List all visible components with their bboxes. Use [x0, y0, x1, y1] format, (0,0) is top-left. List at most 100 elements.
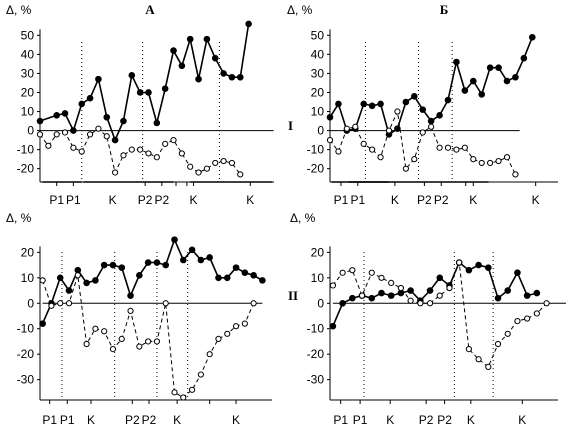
- data-point-filled: [178, 62, 186, 70]
- data-point-filled: [127, 292, 134, 299]
- data-point-open: [215, 335, 222, 343]
- x-category-label: P1: [49, 193, 64, 207]
- data-point-open: [232, 323, 240, 330]
- y-axis-title: Δ, %: [287, 3, 313, 17]
- data-point-open: [378, 274, 385, 281]
- data-point-open: [512, 171, 519, 178]
- data-point-filled: [39, 320, 46, 327]
- data-point-filled: [161, 85, 169, 92]
- y-tick-label: -20: [17, 347, 35, 361]
- data-point-open: [195, 169, 202, 176]
- panel-title: Б: [440, 2, 449, 17]
- series-line-1: [41, 237, 263, 324]
- data-point-open: [352, 123, 359, 130]
- data-point-filled: [394, 125, 401, 132]
- data-point-open: [543, 300, 550, 307]
- data-point-filled: [118, 264, 126, 271]
- x-category-label: K: [173, 413, 181, 427]
- data-point-filled: [436, 274, 444, 282]
- data-point-open: [241, 320, 248, 327]
- data-point-open: [485, 363, 492, 371]
- data-point-filled: [111, 136, 119, 144]
- data-point-open: [329, 282, 337, 289]
- data-point-open: [220, 157, 227, 165]
- data-point-open: [128, 146, 135, 153]
- y-tick-label: -10: [307, 322, 325, 336]
- row-label-ii: II: [288, 288, 298, 303]
- x-category-label: P2: [125, 413, 140, 427]
- data-point-filled: [61, 110, 69, 117]
- data-point-open: [524, 315, 531, 322]
- data-point-filled: [179, 256, 187, 264]
- y-tick-label: 50: [311, 28, 325, 42]
- data-point-filled: [232, 264, 240, 271]
- data-point-filled: [220, 70, 227, 77]
- data-point-filled: [259, 277, 266, 284]
- x-category-label: P1: [333, 413, 348, 427]
- data-point-open: [188, 386, 196, 393]
- data-point-filled: [368, 102, 376, 110]
- data-point-open: [101, 328, 108, 335]
- data-point-open: [326, 136, 334, 144]
- data-point-filled: [197, 256, 205, 264]
- y-tick-label: -30: [17, 373, 35, 387]
- data-point-open: [118, 335, 125, 343]
- data-point-open: [377, 154, 384, 161]
- data-point-open: [411, 156, 418, 163]
- x-category-label: K: [469, 193, 477, 207]
- y-tick-label: 30: [311, 66, 325, 80]
- data-point-filled: [494, 294, 502, 302]
- data-point-filled: [410, 92, 418, 100]
- data-point-filled: [170, 47, 177, 54]
- x-category-label: P2: [419, 413, 434, 427]
- data-point-filled: [486, 64, 494, 72]
- data-point-open: [224, 330, 231, 337]
- data-point-filled: [514, 269, 521, 277]
- data-point-filled: [407, 287, 414, 294]
- data-point-open: [514, 317, 521, 325]
- data-point-open: [212, 159, 219, 167]
- data-point-filled: [461, 87, 469, 94]
- y-axis-title: Δ, %: [6, 211, 32, 225]
- series-line-1: [39, 23, 250, 143]
- y-tick-label: 20: [311, 85, 325, 99]
- data-point-open: [426, 300, 434, 307]
- data-point-open: [503, 154, 511, 161]
- x-category-label: K: [518, 413, 526, 427]
- y-tick-label: 10: [311, 105, 325, 119]
- data-point-filled: [95, 75, 102, 83]
- data-point-filled: [136, 271, 143, 279]
- data-point-filled: [162, 261, 170, 269]
- y-tick-label: -20: [307, 347, 325, 361]
- x-category-label: K: [391, 193, 399, 207]
- data-point-open: [78, 148, 85, 155]
- data-point-filled: [186, 35, 194, 43]
- data-point-filled: [109, 261, 117, 269]
- data-point-filled: [377, 100, 384, 108]
- data-point-filled: [215, 274, 222, 282]
- data-point-filled: [211, 54, 219, 62]
- data-point-open: [417, 300, 424, 307]
- data-point-open: [61, 129, 69, 136]
- x-category-label: P1: [353, 413, 368, 427]
- data-point-open: [436, 144, 443, 151]
- x-category-label: P2: [154, 193, 169, 207]
- x-category-label: P2: [434, 193, 449, 207]
- data-point-open: [446, 284, 453, 292]
- y-tick-label: 10: [311, 271, 325, 285]
- x-category-label: P1: [42, 413, 57, 427]
- data-point-filled: [144, 259, 152, 266]
- data-point-filled: [475, 261, 482, 269]
- data-point-filled: [36, 117, 44, 125]
- data-point-open: [197, 371, 204, 378]
- data-point-open: [475, 356, 482, 363]
- data-point-open: [335, 148, 342, 155]
- data-point-filled: [203, 35, 211, 43]
- x-category-label: K: [87, 413, 95, 427]
- chart-panel-2: -20 -10 0 10 20 30 40 50 Δ, % Б P1 P1 K P2 P2 K K: [287, 2, 558, 207]
- series-line-1: [332, 261, 538, 327]
- data-point-open: [171, 389, 178, 396]
- data-point-open: [53, 131, 60, 138]
- data-point-open: [487, 159, 494, 167]
- data-point-open: [369, 146, 376, 153]
